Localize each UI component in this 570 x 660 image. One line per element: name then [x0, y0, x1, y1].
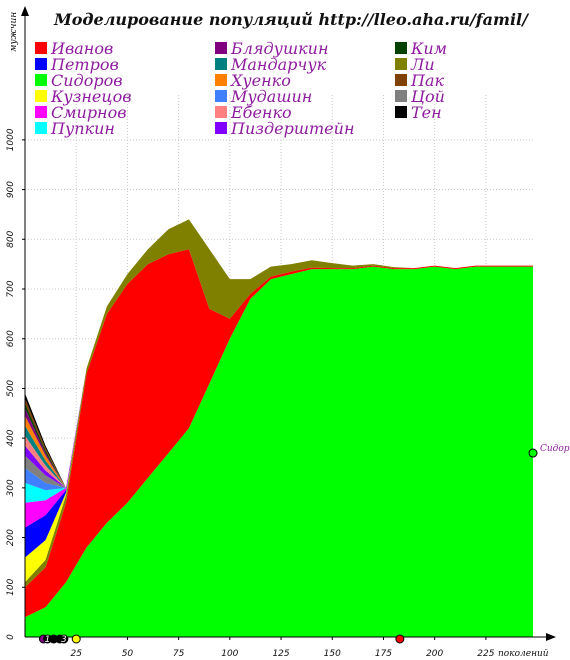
annotation-marker — [528, 448, 538, 458]
x-axis-arrow — [546, 633, 556, 641]
series-area — [25, 249, 533, 618]
legend-label: Мандарчук — [230, 55, 327, 74]
y-axis-arrow — [21, 6, 29, 16]
x-tick-label: 200 — [426, 649, 443, 659]
legend-swatch — [35, 74, 47, 86]
y-axis-label: мужчин — [9, 12, 19, 52]
ticks-layer: 25 50 75 100 125 150 175 200 225 100 200 300 400 500 6… — [6, 128, 495, 659]
legend-label: Тен — [411, 103, 442, 122]
x-tick-label: 150 — [324, 649, 341, 659]
chart-title: Моделирование популяций http://lleo.aha.… — [53, 10, 530, 29]
legend-swatch — [215, 74, 227, 86]
legend-label: Петров — [50, 55, 119, 74]
x-tick-label: 125 — [272, 649, 289, 659]
x-tick-label: 50 — [122, 649, 134, 659]
legend: Иванов Блядушкин Ким Петров Мандарчук Ли Сидор… — [35, 39, 447, 138]
x-tick-label: 100 — [221, 649, 238, 659]
x-tick-label: 175 — [375, 649, 392, 659]
extinction-marker — [395, 634, 405, 644]
legend-swatch — [215, 90, 227, 102]
x-tick-label: 75 — [173, 649, 185, 659]
legend-label: Ли — [410, 55, 435, 74]
legend-swatch — [215, 106, 227, 118]
legend-swatch — [215, 58, 227, 70]
y-tick-label: 700 — [6, 280, 16, 297]
legend-swatch — [35, 90, 47, 102]
x-axis-label: поколений — [498, 649, 549, 659]
y-tick-label: 0 — [6, 634, 16, 640]
legend-swatch — [35, 106, 47, 118]
legend-swatch — [215, 42, 227, 54]
markers-layer: 13 Сидоров — [38, 444, 570, 645]
legend-label: Блядушкин — [230, 39, 329, 58]
legend-label: Смирнов — [51, 103, 127, 122]
legend-label: Ебенко — [230, 103, 292, 122]
x-tick-label: 225 — [477, 649, 494, 659]
legend-swatch — [395, 106, 407, 118]
legend-label: Пак — [410, 71, 444, 90]
legend-label: Мудашин — [230, 87, 312, 106]
x-tick-label: 25 — [70, 649, 82, 659]
y-tick-label: 800 — [6, 230, 16, 247]
y-tick-label: 300 — [6, 479, 16, 496]
extinction-marker — [59, 634, 69, 644]
series-area — [25, 266, 533, 637]
bars-layer — [25, 219, 533, 637]
axes — [21, 6, 556, 641]
y-tick-label: 900 — [6, 181, 16, 198]
y-tick-label: 400 — [6, 429, 16, 446]
legend-swatch — [395, 42, 407, 54]
legend-label: Ким — [410, 39, 447, 58]
legend-label: Цой — [410, 87, 445, 106]
legend-label: Сидоров — [51, 71, 123, 90]
legend-swatch — [395, 58, 407, 70]
y-tick-label: 1000 — [6, 128, 16, 151]
legend-swatch — [215, 122, 227, 134]
extinction-marker-label: 1 — [45, 635, 51, 645]
legend-swatch — [395, 74, 407, 86]
legend-label: Пупкин — [50, 119, 115, 138]
extinction-marker — [71, 634, 81, 644]
legend-label: Кузнецов — [50, 87, 132, 106]
y-tick-label: 500 — [6, 380, 16, 397]
legend-label: Пиздерштейн — [230, 119, 354, 138]
legend-swatch — [35, 42, 47, 54]
legend-label: Иванов — [50, 39, 113, 58]
legend-swatch — [395, 90, 407, 102]
extinction-marker-label: 3 — [61, 635, 67, 645]
annotation-label: Сидоров — [540, 444, 570, 454]
legend-swatch — [35, 122, 47, 134]
y-tick-label: 100 — [6, 578, 16, 595]
y-tick-label: 200 — [6, 529, 16, 546]
legend-swatch — [35, 58, 47, 70]
legend-label: Хуенко — [229, 71, 291, 90]
y-tick-label: 600 — [6, 330, 16, 347]
